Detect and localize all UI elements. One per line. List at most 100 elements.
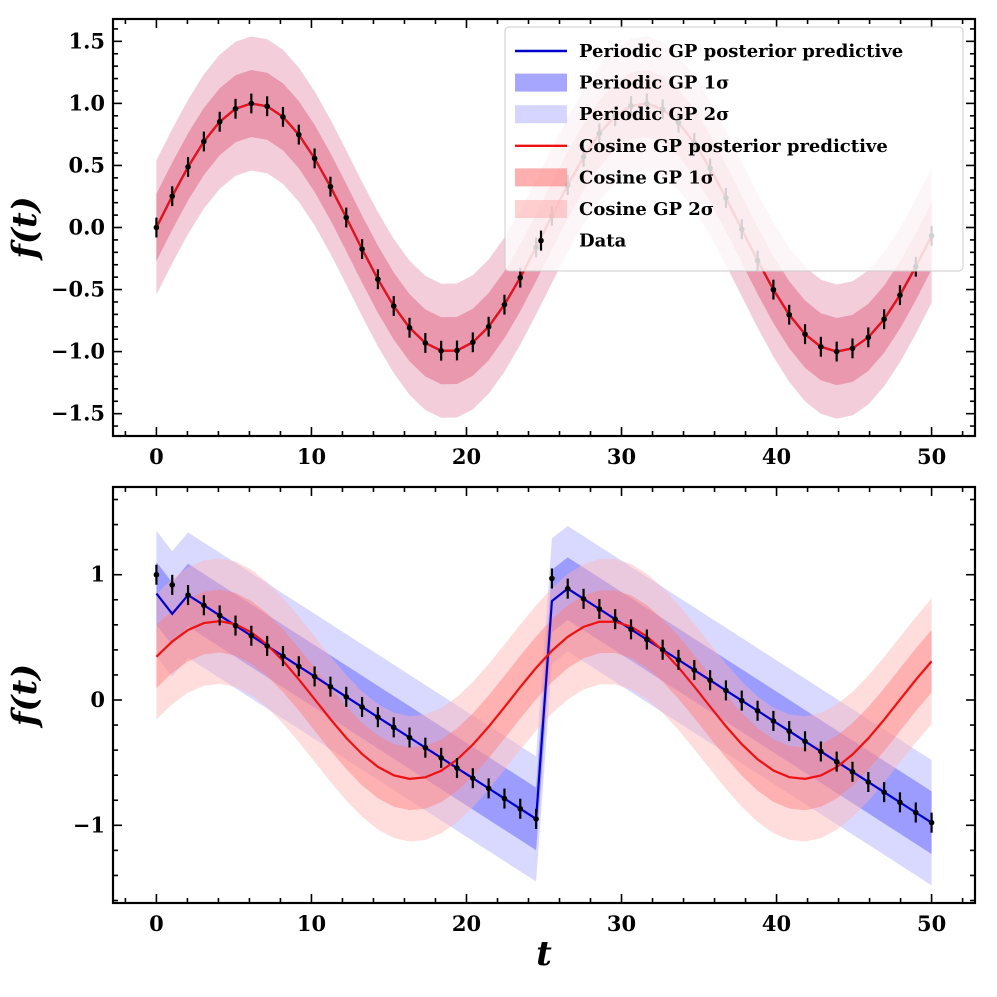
data-point bbox=[406, 324, 413, 331]
data-point bbox=[280, 114, 286, 120]
data-point bbox=[311, 673, 318, 680]
data-point bbox=[849, 768, 856, 775]
data-point bbox=[802, 331, 808, 337]
legend: Periodic GP posterior predictive Periodic… bbox=[504, 26, 964, 272]
data-point bbox=[485, 785, 492, 792]
data-point bbox=[422, 340, 429, 346]
y-tick-label: 0.5 bbox=[68, 152, 105, 177]
data-point bbox=[707, 677, 713, 684]
y-tick-label: 1.5 bbox=[68, 28, 105, 53]
x-tick-label: 20 bbox=[452, 911, 481, 936]
data-point bbox=[390, 303, 397, 309]
data-point bbox=[691, 667, 698, 673]
data-point bbox=[264, 103, 270, 110]
data-point bbox=[343, 214, 350, 221]
data-point bbox=[596, 606, 603, 612]
x-tick-label: 30 bbox=[607, 444, 636, 469]
axes-frame bbox=[111, 485, 977, 905]
data-point bbox=[628, 626, 634, 633]
x-tick-label: 40 bbox=[762, 444, 791, 469]
data-point bbox=[928, 819, 935, 826]
data-point bbox=[833, 348, 840, 355]
data-point bbox=[264, 643, 270, 649]
data-point bbox=[438, 755, 444, 761]
y-tick-label: 1 bbox=[90, 562, 105, 587]
data-point bbox=[248, 100, 255, 107]
data-point bbox=[564, 585, 571, 592]
data-point bbox=[153, 571, 160, 578]
legend-point-swatch bbox=[538, 237, 544, 244]
y-tick-label: −1 bbox=[73, 812, 105, 837]
data-point bbox=[232, 622, 239, 629]
data-point bbox=[422, 744, 429, 751]
x-tick-label: 40 bbox=[762, 911, 791, 936]
data-point bbox=[802, 738, 808, 745]
data-point bbox=[216, 612, 223, 619]
legend-label: Cosine GP 1σ bbox=[579, 167, 714, 188]
x-tick-label: 10 bbox=[297, 444, 326, 469]
legend-label: Periodic GP 1σ bbox=[579, 73, 729, 94]
data-point bbox=[375, 714, 381, 720]
x-axis-title: t bbox=[536, 934, 552, 974]
data-point bbox=[533, 816, 539, 822]
y-tick-label: 1.0 bbox=[68, 90, 105, 115]
data-point bbox=[501, 301, 508, 308]
x-tick-label: 20 bbox=[452, 444, 481, 469]
legend-band-swatch bbox=[515, 105, 567, 124]
data-point bbox=[390, 724, 397, 731]
data-point bbox=[485, 323, 492, 330]
data-point bbox=[881, 789, 887, 795]
data-point bbox=[517, 274, 524, 281]
data-point bbox=[612, 616, 618, 622]
data-point bbox=[738, 697, 745, 704]
legend-frame bbox=[504, 26, 964, 272]
data-point bbox=[644, 636, 650, 643]
y-tick-label: −1.0 bbox=[51, 339, 105, 364]
y-axis-title: f(t) bbox=[5, 664, 45, 729]
x-tick-label: 0 bbox=[149, 444, 164, 469]
data-point bbox=[153, 224, 160, 231]
plot-area bbox=[153, 526, 935, 886]
data-point bbox=[897, 799, 903, 806]
data-point bbox=[865, 779, 872, 785]
data-point bbox=[818, 748, 824, 755]
data-point bbox=[549, 575, 555, 582]
data-point bbox=[675, 657, 682, 663]
data-point bbox=[248, 632, 255, 639]
data-point bbox=[232, 105, 239, 112]
x-tick-label: 30 bbox=[607, 911, 636, 936]
data-point bbox=[201, 602, 207, 609]
data-point bbox=[169, 582, 176, 588]
x-tick-label: 50 bbox=[917, 911, 946, 936]
data-point bbox=[470, 775, 476, 782]
data-point bbox=[517, 805, 524, 812]
data-point bbox=[359, 704, 365, 710]
data-point bbox=[865, 334, 872, 341]
legend-band-swatch bbox=[515, 73, 567, 92]
legend-label: Periodic GP posterior predictive bbox=[579, 41, 903, 62]
data-point bbox=[216, 118, 223, 125]
data-point bbox=[770, 718, 777, 724]
data-point bbox=[295, 663, 302, 670]
data-point bbox=[311, 155, 318, 162]
data-point bbox=[280, 653, 286, 659]
legend-label: Data bbox=[579, 231, 627, 252]
data-point bbox=[454, 347, 460, 354]
data-point bbox=[818, 343, 824, 350]
legend-label: Periodic GP 2σ bbox=[579, 104, 729, 125]
legend-band-swatch bbox=[515, 200, 567, 218]
data-point bbox=[849, 345, 856, 352]
data-point bbox=[169, 193, 176, 199]
data-point bbox=[580, 596, 587, 602]
data-point bbox=[897, 292, 903, 298]
data-point bbox=[881, 316, 887, 323]
data-point bbox=[723, 687, 729, 694]
data-point bbox=[327, 683, 334, 690]
top-panel: 0 10 20 30 40 50 −1.5 −1.0 −0.5 0.0 0.5 1.0 1.5 f(t) P… bbox=[5, 17, 977, 469]
data-point bbox=[786, 728, 793, 734]
data-point bbox=[327, 183, 334, 190]
data-point bbox=[406, 734, 413, 741]
cosine-mean-line bbox=[155, 619, 933, 780]
data-point bbox=[438, 347, 444, 354]
